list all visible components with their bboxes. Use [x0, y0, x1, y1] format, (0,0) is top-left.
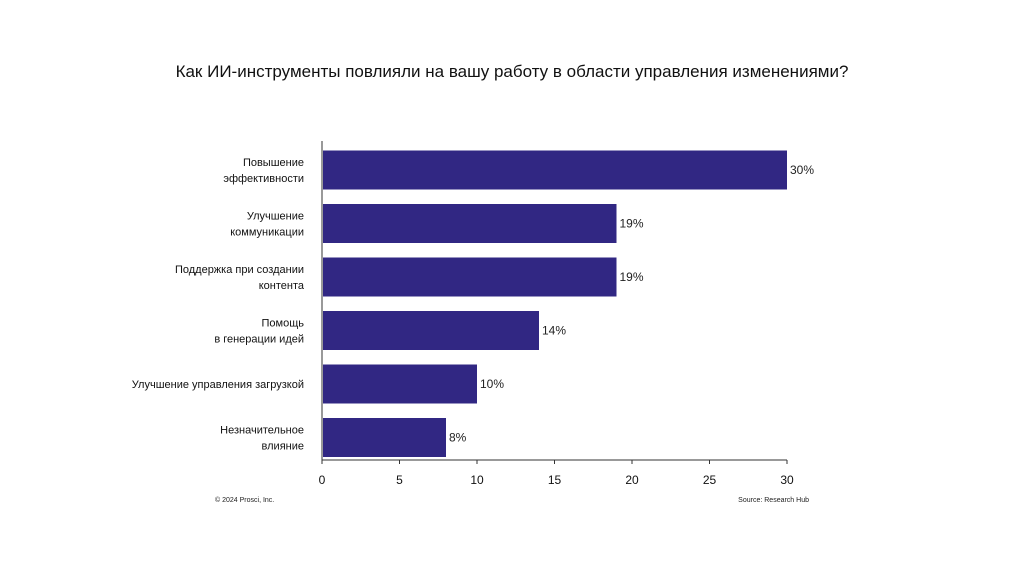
category-label: Незначительное влияние: [220, 425, 304, 453]
source-text: Source: Research Hub: [738, 497, 809, 504]
bar: [323, 418, 446, 457]
category-label: Улучшение коммуникации: [230, 211, 304, 239]
bar-value-label: 14%: [542, 324, 566, 338]
bar: [323, 257, 617, 297]
x-tick-label: 25: [703, 473, 717, 487]
category-label-line: Помощь: [262, 318, 305, 330]
bar-value-label: 19%: [620, 217, 644, 231]
copyright-text: © 2024 Prosci, Inc.: [215, 497, 275, 504]
bar: [323, 311, 539, 350]
category-label: Помощь в генерации идей: [214, 318, 304, 346]
category-label-line: Повышение: [243, 157, 304, 169]
x-tick-label: 20: [625, 473, 639, 487]
bar-value-label: 19%: [620, 270, 644, 284]
bar-value-label: 8%: [449, 431, 467, 445]
category-label-line: в генерации идей: [214, 334, 304, 346]
category-label-line: влияние: [262, 441, 304, 453]
x-tick-label: 0: [319, 473, 326, 487]
bar: [323, 364, 477, 404]
chart-title: Как ИИ-инструменты повлияли на вашу рабо…: [175, 62, 849, 81]
category-label-line: коммуникации: [230, 227, 304, 239]
bar: [323, 204, 617, 243]
category-label-line: Незначительное: [220, 425, 304, 437]
x-tick-label: 30: [780, 473, 794, 487]
x-tick-label: 10: [470, 473, 484, 487]
category-label-line: Улучшение: [247, 211, 304, 223]
category-label-line: контента: [259, 280, 305, 292]
x-tick-label: 15: [548, 473, 562, 487]
category-label: Поддержка при создании контента: [175, 264, 305, 292]
category-label-line: Улучшение управления загрузкой: [132, 379, 304, 391]
category-label-line: Поддержка при создании: [175, 264, 304, 276]
x-tick-label: 5: [396, 473, 403, 487]
category-label: Улучшение управления загрузкой: [132, 379, 304, 391]
bar-value-label: 10%: [480, 377, 504, 391]
category-label-line: эффективности: [223, 173, 304, 185]
bar: [323, 150, 787, 190]
bar-value-label: 30%: [790, 163, 814, 177]
category-label: Повышение эффективности: [223, 157, 304, 185]
